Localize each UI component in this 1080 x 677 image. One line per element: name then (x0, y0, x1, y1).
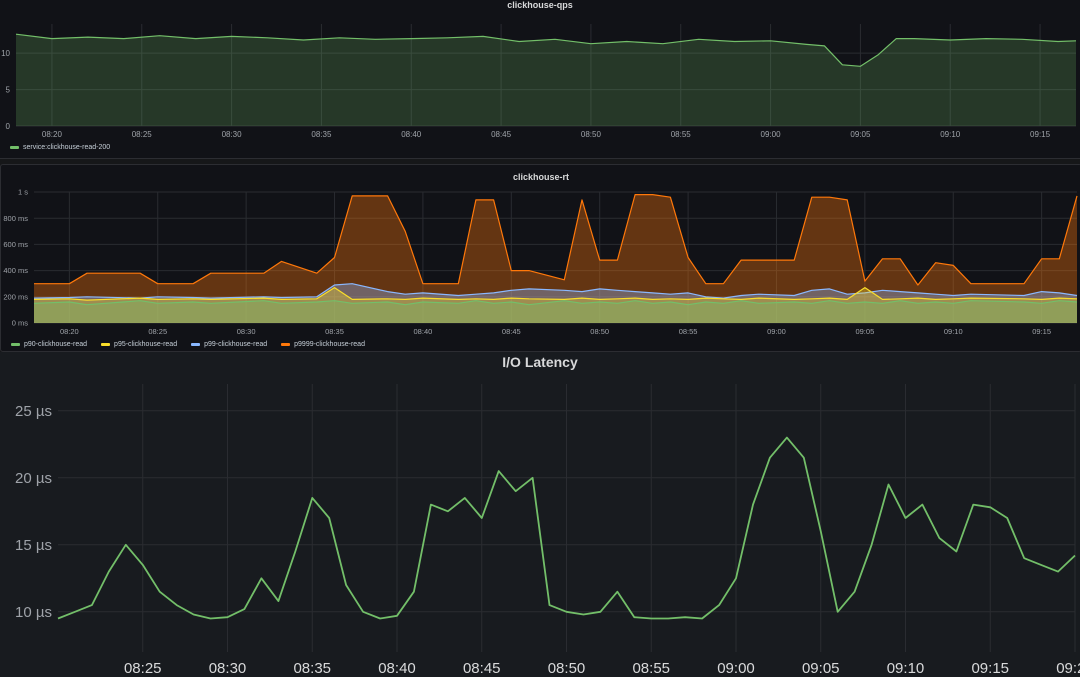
legend-label: p9999-clickhouse-read (294, 341, 365, 348)
y-tick-label: 10 µs (15, 604, 52, 621)
y-tick-label: 0 (6, 122, 11, 131)
y-tick-label: 0 ms (12, 319, 29, 328)
y-tick-label: 15 µs (15, 537, 52, 554)
x-tick-label: 09:00 (717, 660, 755, 677)
rt-chart: 0 ms 200 ms 400 ms 600 ms 800 ms 1 s 08:20 08:2… (3, 188, 1078, 336)
x-tick-label: 09:15 (1030, 130, 1051, 139)
x-tick-label: 09:10 (944, 327, 963, 336)
x-tick-label: 09:10 (887, 660, 925, 677)
x-tick-label: 08:25 (124, 660, 162, 677)
io-latency-panel: I/O Latency 10 µs 15 µs 20 µs 25 µs 08:25 08:… (0, 352, 1080, 677)
y-tick-label: 800 ms (3, 214, 28, 223)
y-tick-label: 400 ms (3, 266, 28, 275)
x-tick-label: 08:55 (632, 660, 670, 677)
x-tick-label: 09:00 (761, 130, 782, 139)
p99-clickhouse-read-line (33, 283, 1078, 299)
legend-swatch (11, 343, 20, 346)
x-tick-label: 09:20 (1056, 660, 1080, 677)
rt-legend: p90-clickhouse-read p95-clickhouse-read p9… (11, 341, 365, 348)
legend-label: service:clickhouse-read-200 (23, 144, 111, 151)
x-tick-label: 08:50 (590, 327, 609, 336)
p90-clickhouse-read-area (34, 300, 1077, 323)
y-tick-label: 1 s (18, 188, 28, 197)
y-tick-label: 20 µs (15, 470, 52, 487)
x-tick-label: 08:50 (548, 660, 586, 677)
x-tick-label: 08:50 (581, 130, 602, 139)
y-tick-label: 5 (6, 85, 11, 94)
x-tick-label: 09:15 (1032, 327, 1051, 336)
x-tick-label: 08:25 (148, 327, 167, 336)
p9999-clickhouse-read-line (34, 194, 1078, 286)
x-tick-label: 08:25 (132, 130, 153, 139)
panel-title[interactable]: I/O Latency (502, 354, 578, 370)
legend-swatch (191, 343, 201, 346)
legend-swatch (101, 343, 111, 346)
series-0-line (57, 436, 1076, 620)
panel-title[interactable]: clickhouse-rt (512, 172, 570, 182)
service-clickhouse-read-200-area (16, 34, 1076, 127)
x-tick-label: 08:20 (42, 130, 63, 139)
x-tick-label: 09:05 (850, 130, 871, 139)
rt-panel: clickhouse-rt 0 ms 200 ms 400 ms 600 ms 800 … (0, 164, 1080, 352)
x-tick-label: 08:35 (325, 327, 344, 336)
x-tick-label: 09:15 (971, 660, 1009, 677)
x-tick-label: 08:35 (311, 130, 332, 139)
service-clickhouse-read-200-line (15, 33, 1077, 67)
legend-label: p95-clickhouse-read (114, 341, 178, 348)
panel-title[interactable]: clickhouse-qps (507, 0, 573, 10)
p9999-clickhouse-read-area (34, 194, 1077, 323)
x-tick-label: 08:40 (401, 130, 422, 139)
legend-item[interactable]: p90-clickhouse-read (11, 341, 87, 348)
legend-item[interactable]: p99-clickhouse-read (191, 341, 267, 348)
legend-swatch (281, 343, 291, 346)
p95-clickhouse-read-area (34, 287, 1077, 323)
x-tick-label: 08:45 (463, 660, 501, 677)
qps-chart: 0 5 10 08:20 08:25 08:30 08:35 08:40 08:45 08:50 0… (1, 24, 1077, 139)
y-tick-label: 25 µs (15, 403, 52, 420)
p95-clickhouse-read-line (33, 287, 1078, 301)
legend-item[interactable]: p95-clickhouse-read (101, 341, 177, 348)
x-tick-label: 08:45 (491, 130, 512, 139)
x-tick-label: 08:55 (679, 327, 698, 336)
x-tick-label: 08:30 (237, 327, 256, 336)
p99-clickhouse-read-area (34, 283, 1077, 323)
x-tick-label: 08:30 (222, 130, 243, 139)
x-tick-label: 09:05 (802, 660, 840, 677)
x-tick-label: 08:40 (378, 660, 416, 677)
y-tick-label: 10 (1, 49, 10, 58)
qps-panel: clickhouse-qps 0 5 10 08:20 08:25 08:30 08:35 0… (0, 0, 1080, 159)
legend-label: p90-clickhouse-read (24, 341, 88, 348)
x-tick-label: 08:40 (414, 327, 433, 336)
x-tick-label: 09:10 (940, 130, 961, 139)
legend-label: p99-clickhouse-read (204, 341, 268, 348)
y-tick-label: 600 ms (3, 240, 28, 249)
y-tick-label: 200 ms (3, 292, 28, 301)
legend-item[interactable]: p9999-clickhouse-read (281, 341, 365, 348)
x-tick-label: 08:20 (60, 327, 79, 336)
x-tick-label: 08:30 (209, 660, 247, 677)
p90-clickhouse-read-line (33, 300, 1078, 306)
x-tick-label: 09:05 (855, 327, 874, 336)
x-tick-label: 08:55 (671, 130, 692, 139)
io-latency-chart: 10 µs 15 µs 20 µs 25 µs 08:25 08:30 08:35 08:40… (15, 384, 1080, 677)
legend-item[interactable]: service:clickhouse-read-200 (10, 144, 110, 151)
x-tick-label: 08:35 (293, 660, 331, 677)
qps-legend: service:clickhouse-read-200 (10, 144, 110, 151)
x-tick-label: 09:00 (767, 327, 786, 336)
legend-swatch (10, 146, 19, 149)
x-tick-label: 08:45 (502, 327, 521, 336)
